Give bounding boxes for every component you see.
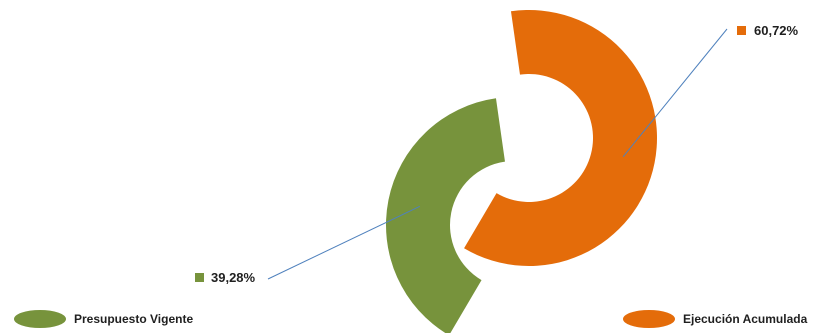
slice-ejecuci-n-acumulada [464, 9, 657, 266]
leader-lines [267, 28, 728, 280]
data-label: 39,28% [211, 270, 256, 285]
data-label-swatch [195, 273, 204, 282]
legend-item-ejecucion-acumulada: Ejecución Acumulada [623, 309, 807, 329]
data-label-group-1: 60,72% [737, 23, 799, 38]
legend-label: Ejecución Acumulada [683, 312, 808, 326]
legend-swatch [623, 310, 675, 328]
data-label: 60,72% [754, 23, 799, 38]
data-label-swatch [737, 26, 746, 35]
legend-item-presupuesto-vigente: Presupuesto Vigente [14, 309, 193, 329]
slices-group [386, 9, 657, 333]
leader-line [267, 205, 421, 280]
legend-swatch [14, 310, 66, 328]
legend-label: Presupuesto Vigente [74, 312, 194, 326]
data-label-group-2: 39,28% [195, 270, 256, 285]
slice-presupuesto-vigente [386, 98, 505, 333]
leader-line [622, 28, 728, 157]
